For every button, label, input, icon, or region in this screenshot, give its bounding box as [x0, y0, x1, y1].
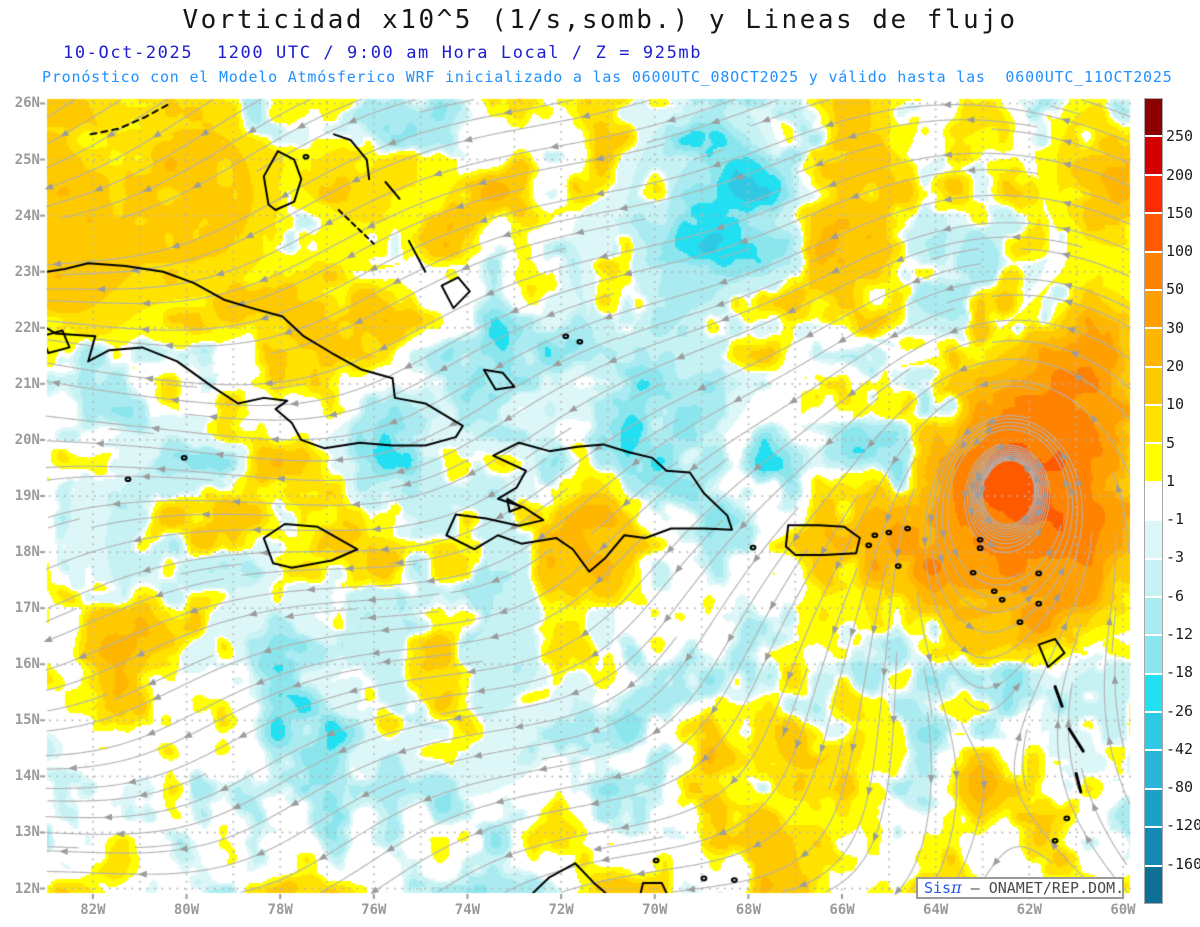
colorbar-segment — [1145, 214, 1162, 253]
lat-axis-label: 24N — [14, 207, 40, 224]
colorbar-label: -120 — [1166, 816, 1200, 835]
lon-axis-label: 70W — [642, 902, 668, 918]
colorbar-label: -18 — [1166, 663, 1194, 682]
colorbar-label: -1 — [1166, 510, 1185, 529]
colorbar-segment — [1145, 444, 1162, 483]
lon-axis-label: 76W — [361, 902, 387, 918]
lat-axis-label: 17N — [14, 600, 40, 617]
lon-axis-label: 74W — [454, 902, 481, 918]
colorbar-label: 10 — [1166, 395, 1185, 414]
model-init-subtitle: Pronóstico con el Modelo Atmósferico WRF… — [42, 68, 1173, 86]
colorbar-label: -80 — [1166, 778, 1194, 797]
colorbar-label: -12 — [1166, 625, 1194, 643]
colorbar-segment — [1145, 252, 1162, 291]
lat-axis-label: 15N — [14, 712, 40, 729]
colorbar-segment — [1145, 290, 1162, 330]
watermark-separator: — — [961, 879, 989, 897]
colorbar-label: 20 — [1166, 357, 1185, 375]
colorbar-label: -42 — [1166, 739, 1194, 758]
colorbar-segment — [1145, 521, 1162, 560]
colorbar-label: -6 — [1166, 586, 1185, 605]
colorbar-segment — [1145, 751, 1162, 790]
lat-axis-label: 14N — [14, 768, 40, 785]
lat-axis-label: 22N — [14, 319, 40, 336]
lat-axis-label: 26N — [14, 95, 40, 112]
colorbar-label: 50 — [1166, 280, 1185, 299]
colorbar-label: 1 — [1166, 471, 1176, 490]
lat-axis-label: 20N — [14, 431, 40, 448]
colorbar-segment — [1145, 99, 1162, 138]
vorticity-colorbar — [1144, 98, 1163, 904]
colorbar-label: 250 — [1166, 127, 1194, 146]
colorbar-label: -3 — [1166, 548, 1185, 567]
lon-axis-label: 60W — [1110, 902, 1136, 918]
colorbar-label: 5 — [1166, 433, 1176, 452]
colorbar-segment — [1145, 636, 1162, 675]
colorbar-segment — [1145, 367, 1162, 406]
lon-axis-label: 82W — [80, 902, 106, 918]
lon-axis-label: 64W — [923, 902, 949, 918]
colorbar-segment — [1145, 406, 1162, 445]
page-title: Vorticidad x10^5 (1/s,somb.) y Lineas de… — [182, 5, 1018, 35]
watermark-box: Sisπ — ONAMET/REP.DOM. — [916, 877, 1124, 899]
valid-time-subtitle: 10-Oct-2025 1200 UTC / 9:00 am Hora Loca… — [63, 43, 703, 63]
lat-axis-label: 25N — [14, 151, 40, 168]
colorbar-segment — [1145, 137, 1162, 176]
colorbar-segment — [1145, 713, 1162, 752]
watermark-org: ONAMET/REP.DOM. — [988, 879, 1125, 897]
colorbar-segment — [1145, 329, 1162, 368]
colorbar-segment — [1145, 828, 1162, 867]
colorbar-segment — [1145, 175, 1162, 215]
colorbar-segment — [1145, 789, 1162, 829]
lon-axis-label: 68W — [735, 902, 762, 918]
lon-axis-label: 78W — [267, 902, 293, 918]
colorbar-label: -26 — [1166, 701, 1194, 720]
pi-symbol-icon: π — [951, 878, 962, 897]
lon-axis-label: 80W — [173, 902, 200, 918]
lat-axis-label: 12N — [14, 880, 40, 897]
colorbar-label: 150 — [1166, 203, 1194, 222]
lon-axis-label: 66W — [829, 902, 855, 918]
colorbar-segment — [1145, 482, 1162, 522]
lon-axis-label: 62W — [1016, 902, 1042, 918]
colorbar-label: 30 — [1166, 318, 1185, 337]
lat-axis-label: 18N — [14, 544, 40, 561]
colorbar-segment — [1145, 559, 1162, 598]
watermark-brand: Sis — [924, 879, 952, 897]
colorbar-label: 100 — [1166, 242, 1194, 261]
lat-axis-label: 16N — [14, 656, 40, 673]
colorbar-segment — [1145, 597, 1162, 637]
colorbar-segment — [1145, 866, 1162, 903]
lat-axis-label: 23N — [14, 263, 40, 280]
colorbar-label: -160 — [1166, 854, 1200, 873]
lat-axis-label: 19N — [14, 488, 40, 504]
colorbar-label: 200 — [1166, 165, 1194, 184]
lat-axis-label: 21N — [14, 375, 40, 392]
colorbar-segment — [1145, 674, 1162, 713]
lon-axis-label: 72W — [548, 902, 574, 918]
lat-axis-label: 13N — [14, 824, 40, 841]
